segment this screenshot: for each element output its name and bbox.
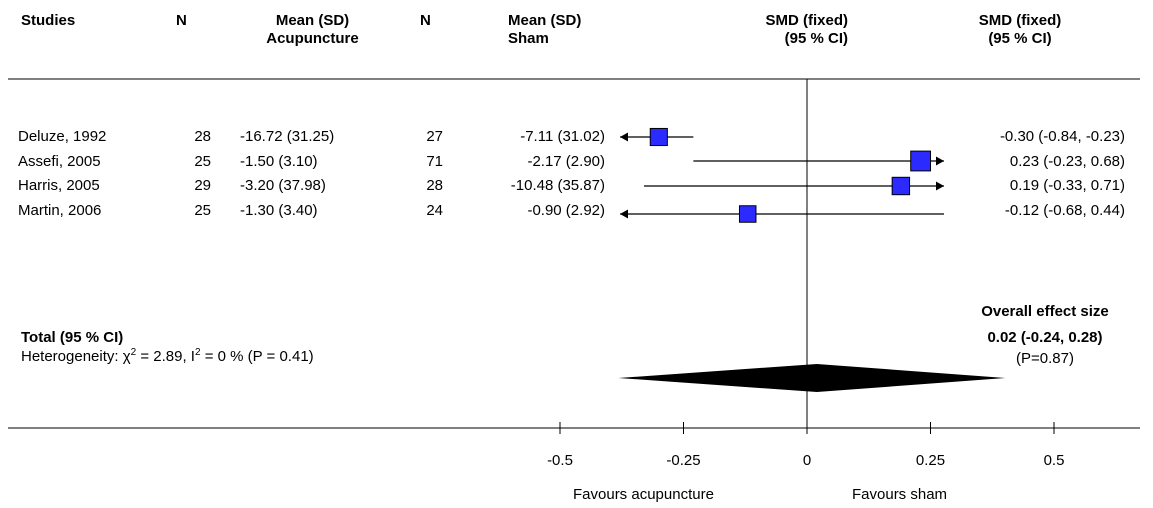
- overall-effect-title: Overall effect size: [981, 303, 1109, 320]
- axis-tick-label: 0: [803, 452, 811, 469]
- study-mean-acupuncture: -16.72 (31.25): [240, 128, 335, 145]
- study-effect-square: [649, 127, 668, 147]
- study-mean-acupuncture: -1.30 (3.40): [240, 202, 318, 219]
- study-n-acupuncture: 28: [194, 128, 211, 145]
- study-n-acupuncture: 25: [194, 153, 211, 170]
- study-n-sham: 27: [426, 128, 443, 145]
- study-effect-square: [738, 205, 757, 223]
- study-name: Deluze, 1992: [18, 128, 107, 145]
- study-n-sham: 24: [426, 202, 443, 219]
- axis-tick-label: -0.5: [547, 452, 573, 469]
- overall-diamond: [618, 364, 1006, 392]
- study-mean-sham: -2.17 (2.90): [527, 153, 605, 170]
- study-mean-sham: -10.48 (35.87): [510, 177, 605, 194]
- axis-tick-label: 0.25: [916, 452, 945, 469]
- study-effect-square: [910, 150, 932, 172]
- study-name: Harris, 2005: [18, 177, 100, 194]
- axis-tick-label: -0.25: [666, 452, 700, 469]
- study-n-sham: 71: [426, 153, 443, 170]
- study-ci-text: 0.23 (-0.23, 0.68): [1009, 153, 1125, 170]
- study-name: Martin, 2006: [18, 202, 102, 219]
- study-n-sham: 28: [426, 177, 443, 194]
- header-n-acupuncture: N: [176, 12, 187, 29]
- axis-tick-label: 0.5: [1044, 452, 1065, 469]
- study-effect-square: [891, 176, 911, 196]
- heterogeneity-text: Heterogeneity: χ2 = 2.89, I2 = 0 % (P = …: [21, 347, 314, 366]
- study-ci-text: -0.12 (-0.68, 0.44): [1004, 202, 1125, 219]
- header-smd-plot: SMD (fixed) (95 % CI): [765, 12, 849, 47]
- study-ci-text: 0.19 (-0.33, 0.71): [1009, 177, 1125, 194]
- total-label: Total (95 % CI): [21, 329, 124, 346]
- ci-arrow-right: [936, 156, 944, 166]
- header-mean-acupuncture: Mean (SD) Acupuncture: [266, 12, 359, 47]
- ci-arrow-left: [620, 132, 628, 142]
- study-mean-sham: -0.90 (2.92): [527, 202, 605, 219]
- study-n-acupuncture: 25: [194, 202, 211, 219]
- ci-arrow-left: [620, 209, 628, 219]
- study-name: Assefi, 2005: [18, 153, 101, 170]
- overall-effect-value: 0.02 (-0.24, 0.28): [987, 329, 1103, 346]
- favours-left-label: Favours acupuncture: [573, 486, 714, 503]
- favours-right-label: Favours sham: [852, 486, 948, 503]
- overall-effect-p: (P=0.87): [1016, 350, 1074, 367]
- study-mean-sham: -7.11 (31.02): [520, 128, 605, 145]
- header-n-sham: N: [420, 12, 431, 29]
- header-mean-sham: Mean (SD) Sham: [508, 12, 582, 47]
- study-mean-acupuncture: -3.20 (37.98): [240, 177, 326, 194]
- study-ci-text: -0.30 (-0.84, -0.23): [999, 128, 1125, 145]
- ci-arrow-right: [936, 181, 944, 191]
- study-n-acupuncture: 29: [194, 177, 211, 194]
- header-smd-values: SMD (fixed) (95 % CI): [978, 12, 1062, 47]
- study-mean-acupuncture: -1.50 (3.10): [240, 153, 318, 170]
- header-studies: Studies: [21, 12, 76, 29]
